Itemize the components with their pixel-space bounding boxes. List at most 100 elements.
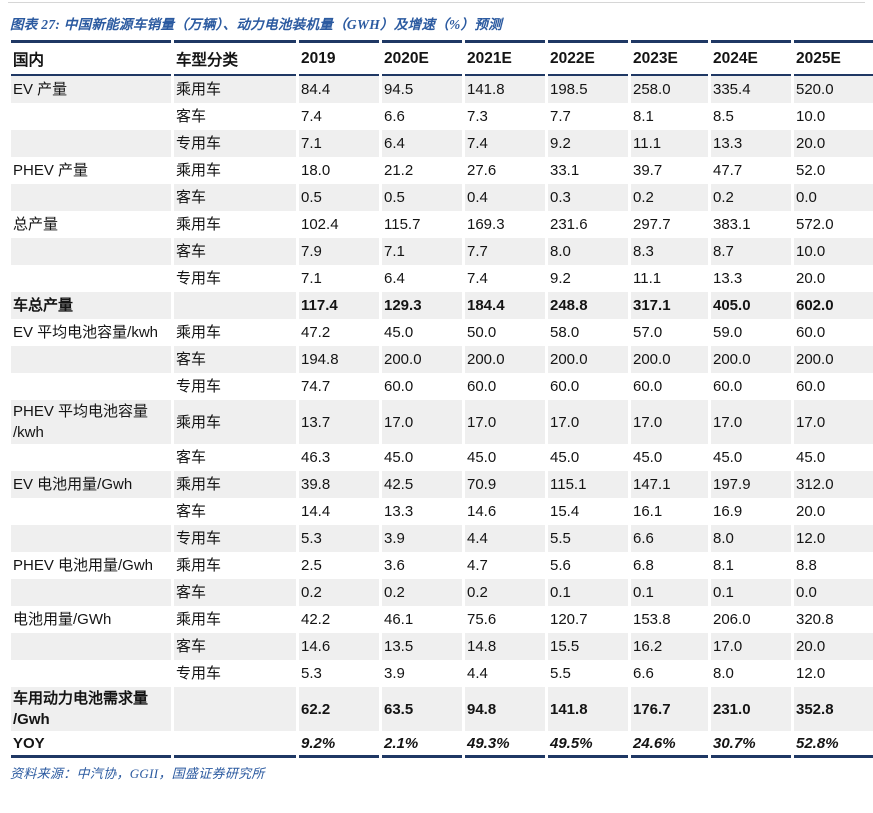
cell-value: 4.7 [467, 557, 488, 574]
table-row: EV 电池用量/Gwh 乘用车 39.8 42.5 70.9 115.1 147.1 197.… [11, 471, 873, 498]
cell-value: 0.4 [465, 184, 545, 211]
cell-value: 7.1 [382, 238, 462, 265]
cell-value: 5.3 [299, 525, 379, 552]
cell-value: 2.1% [382, 731, 462, 758]
cell-value: 3.9 [384, 665, 405, 682]
row-group-label [11, 498, 171, 525]
cell-value: 75.6 [467, 611, 497, 628]
cell-value: 9.2% [299, 731, 379, 758]
cell-value: 383.1 [713, 216, 751, 233]
cell-value: 129.3 [382, 292, 462, 319]
cell-value: 8.1 [633, 108, 654, 125]
cell-value: 7.9 [299, 238, 379, 265]
row-group-label [11, 265, 171, 292]
cell-value: 4.4 [465, 525, 545, 552]
cell-value: 60.0 [796, 378, 826, 395]
cell-value: 320.8 [796, 611, 834, 628]
cell-value: 9.2 [550, 270, 571, 287]
row-group-label [11, 579, 171, 606]
table-row: 客车 46.3 45.0 45.0 45.0 45.0 45.0 45.0 [11, 444, 873, 471]
cell-value: 4.4 [467, 665, 488, 682]
table-row: 客车 7.4 6.6 7.3 7.7 8.1 8.5 10.0 [11, 103, 873, 130]
row-type-label: 乘用车 [176, 557, 222, 574]
table-row: PHEV 平均电池容量 /kwh 乘用车 13.7 17.0 17.0 17.0 17.0 1… [11, 400, 873, 444]
cell-value: 3.6 [384, 557, 405, 574]
table-row: 专用车 74.7 60.0 60.0 60.0 60.0 60.0 60.0 [11, 373, 873, 400]
cell-value: 58.0 [550, 324, 580, 341]
cell-value: 17.0 [711, 633, 791, 660]
row-type-label: 乘用车 [174, 76, 296, 103]
table-row: 客车 194.8 200.0 200.0 200.0 200.0 200.0 200.0 [11, 346, 873, 373]
cell-value: 13.5 [382, 633, 462, 660]
cell-value: 49.5% [548, 731, 628, 758]
cell-value: 10.0 [794, 238, 873, 265]
cell-value: 0.0 [794, 579, 873, 606]
cell-value: 45.0 [384, 449, 414, 466]
row-group-label [11, 444, 171, 471]
cell-value: 5.5 [548, 525, 628, 552]
column-header: 车型分类 [174, 40, 296, 76]
table-row: 客车 0.2 0.2 0.2 0.1 0.1 0.1 0.0 [11, 579, 873, 606]
cell-value: 45.0 [550, 449, 580, 466]
cell-value: 8.0 [548, 238, 628, 265]
cell-value: 5.3 [301, 665, 322, 682]
cell-value: 45.0 [467, 449, 497, 466]
row-type-label: 专用车 [176, 378, 222, 395]
row-group-label [11, 238, 171, 265]
cell-value: 18.0 [301, 162, 331, 179]
cell-value: 0.3 [548, 184, 628, 211]
top-divider [8, 2, 865, 3]
row-type-label: 客车 [176, 503, 207, 520]
cell-value: 169.3 [467, 216, 505, 233]
row-group-label: EV 电池用量/Gwh [11, 471, 171, 498]
table-row: 总产量 乘用车 102.4 115.7 169.3 231.6 297.7 383.1 572.… [11, 211, 873, 238]
cell-value: 94.8 [465, 687, 545, 731]
row-type-label: 乘用车 [176, 324, 222, 341]
cell-value: 17.0 [631, 400, 708, 444]
cell-value: 17.0 [382, 400, 462, 444]
table-row: 客车 14.6 13.5 14.8 15.5 16.2 17.0 20.0 [11, 633, 873, 660]
row-group-label [11, 184, 171, 211]
cell-value: 7.1 [299, 130, 379, 157]
cell-value: 10.0 [796, 108, 826, 125]
cell-value: 0.2 [465, 579, 545, 606]
cell-value: 14.6 [299, 633, 379, 660]
row-type-label: 客车 [174, 633, 296, 660]
cell-value: 8.7 [711, 238, 791, 265]
row-group-label: 总产量 [13, 216, 59, 233]
cell-value: 520.0 [794, 76, 873, 103]
cell-value: 8.1 [713, 557, 734, 574]
cell-value: 57.0 [633, 324, 663, 341]
cell-value: 176.7 [631, 687, 708, 731]
cell-value: 0.0 [794, 184, 873, 211]
cell-value: 59.0 [713, 324, 743, 341]
table-row: EV 产量 乘用车 84.4 94.5 141.8 198.5 258.0 335.4 520.… [11, 76, 873, 103]
table-row: PHEV 产量 乘用车 18.0 21.2 27.6 33.1 39.7 47.7 52.0 [11, 157, 873, 184]
cell-value: 312.0 [794, 471, 873, 498]
cell-value: 60.0 [633, 378, 663, 395]
cell-value: 405.0 [711, 292, 791, 319]
cell-value: 0.1 [631, 579, 708, 606]
cell-value: 7.7 [550, 108, 571, 125]
cell-value: 6.6 [631, 525, 708, 552]
cell-value: 17.0 [465, 400, 545, 444]
row-type-label [174, 731, 296, 758]
cell-value: 7.3 [467, 108, 488, 125]
cell-value: 14.4 [301, 503, 331, 520]
row-type-label: 客车 [174, 346, 296, 373]
cell-value: 115.7 [384, 216, 421, 233]
cell-value: 45.0 [633, 449, 663, 466]
cell-value: 2.5 [301, 557, 322, 574]
cell-value: 60.0 [796, 324, 826, 341]
column-header: 2019 [299, 40, 379, 76]
row-type-label: 专用车 [176, 665, 222, 682]
cell-value: 17.0 [711, 400, 791, 444]
cell-value: 20.0 [796, 503, 826, 520]
cell-value: 27.6 [467, 162, 497, 179]
cell-value: 0.5 [382, 184, 462, 211]
column-header: 2022E [548, 40, 628, 76]
row-type-label [174, 687, 296, 731]
cell-value: 352.8 [794, 687, 873, 731]
cell-value: 24.6% [631, 731, 708, 758]
column-header: 2020E [382, 40, 462, 76]
